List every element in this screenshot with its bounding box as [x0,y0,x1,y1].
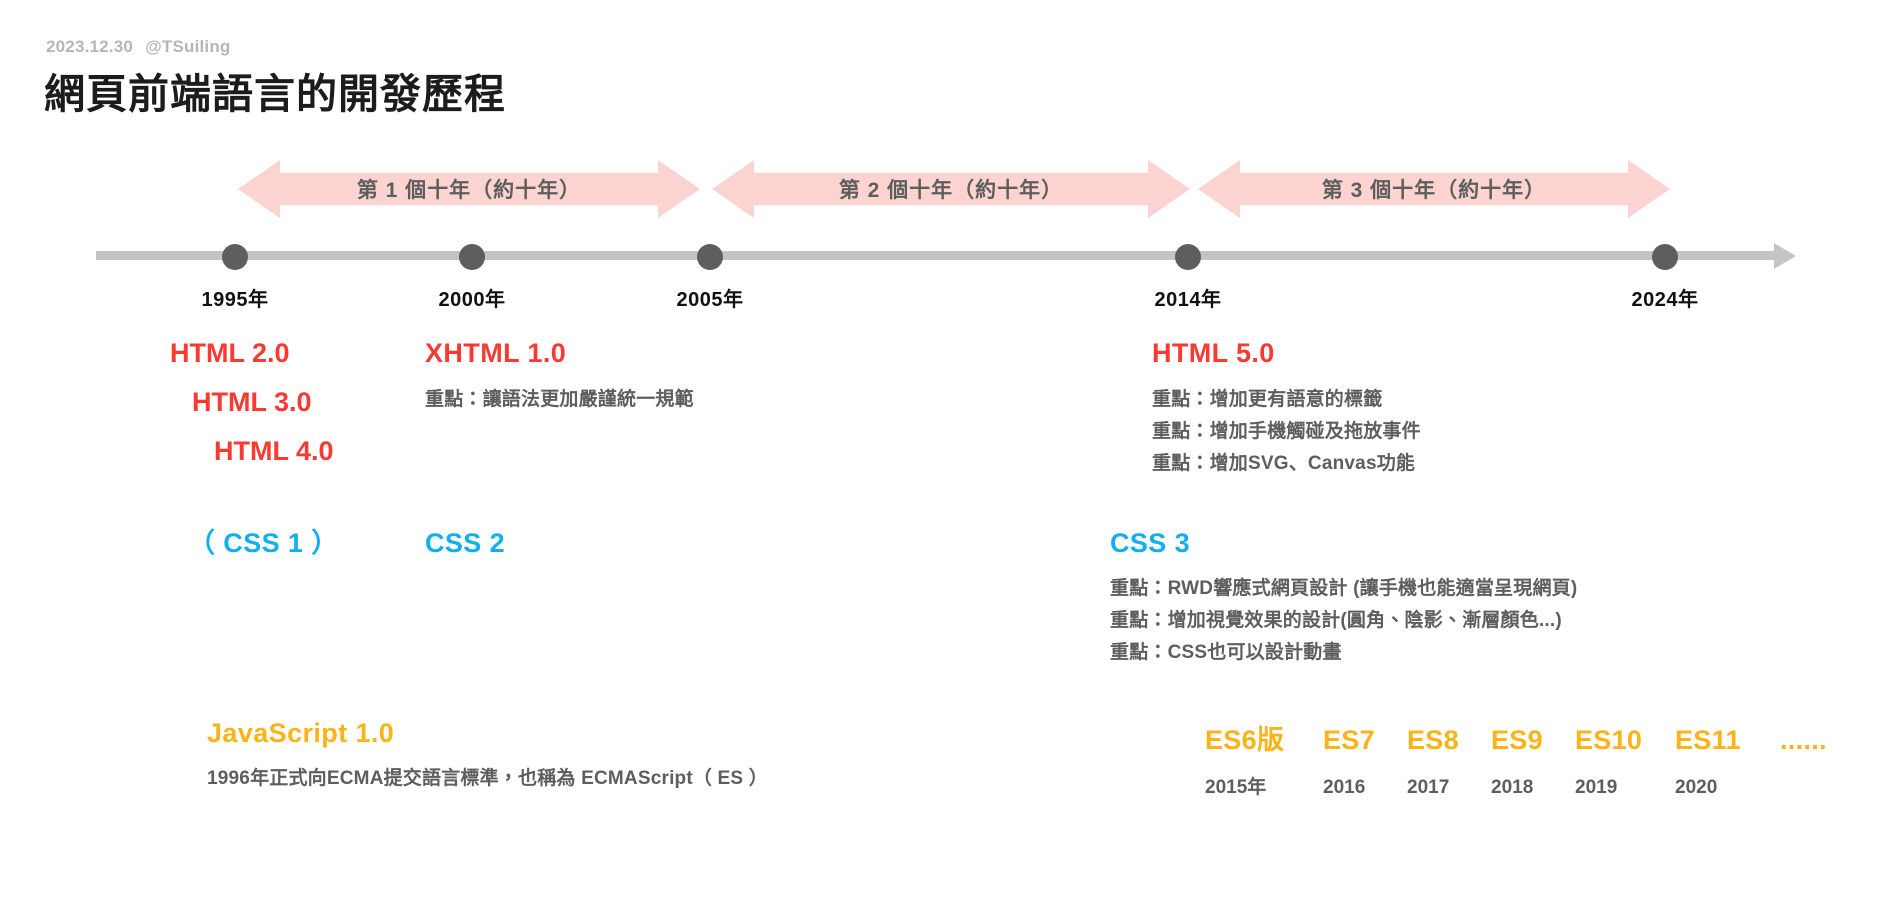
css1-block: （ CSS 1 ） [188,530,339,557]
timeline-node-2000 [459,244,485,270]
timeline-year-2014: 2014年 [1154,289,1222,311]
xhtml-note: 重點：讓語法更加嚴謹統一規範 [425,389,694,410]
css3-title: CSS 3 [1110,528,1191,558]
timeline-node-2005 [697,244,723,270]
timeline-node-2014 [1175,244,1201,270]
decade-label-2: 第 2 個十年（約十年） [838,179,1064,202]
es-version-10: ES10 [1575,725,1643,755]
es-version-ellipsis: ...... [1780,725,1827,755]
es-year-2019: 2019 [1575,777,1618,798]
es-year-2016: 2016 [1323,777,1366,798]
timeline-node-2024 [1652,244,1678,270]
publish-date: 2023.12.30 [46,37,134,56]
css3-block: CSS 3 重點：RWD響應式網頁設計 (讓手機也能適當呈現網頁) 重點：增加視… [1110,530,1577,669]
css2-title: CSS 2 [425,528,506,558]
page-title: 網頁前端語言的開發歷程 [44,71,506,117]
javascript-title: JavaScript 1.0 [207,718,395,748]
decade-label-1: 第 1 個十年（約十年） [356,179,582,202]
ecmascript-block: ES6版 ES7 ES8 ES9 ES10 ES11 ...... 2015年 … [1205,718,1827,799]
css3-note-2: 重點：增加視覺效果的設計(圓角、陰影、漸層顏色...) [1110,609,1562,631]
css2-block: CSS 2 [425,530,505,557]
html-version-2: HTML 2.0 [170,338,290,368]
es-version-8: ES8 [1407,725,1459,755]
axis-arrowhead-icon [1774,243,1796,269]
xhtml-block: XHTML 1.0 重點：讓語法更加嚴謹統一規範 [425,340,694,416]
javascript-block: JavaScript 1.0 1996年正式向ECMA提交語言標準，也稱為 EC… [207,720,768,795]
header-meta: 2023.12.30 @TSuiling [46,37,231,57]
es-version-6: ES6版 [1205,725,1285,755]
html-version-4: HTML 4.0 [214,436,334,466]
xhtml-title: XHTML 1.0 [425,338,567,368]
html5-note-1: 重點：增加更有語意的標籤 [1152,389,1383,410]
es-version-9: ES9 [1491,725,1543,755]
ecmascript-version-row: ES6版 ES7 ES8 ES9 ES10 ES11 ...... [1205,718,1827,757]
decade-band: 第 1 個十年（約十年） 第 2 個十年（約十年） 第 3 個十年（約十年） [0,160,1900,224]
html5-title: HTML 5.0 [1152,338,1275,368]
html5-note-3: 重點：增加SVG、Canvas功能 [1152,452,1416,474]
es-year-2020: 2020 [1675,777,1718,798]
css3-note-3: 重點：CSS也可以設計動畫 [1110,641,1342,663]
decade-label-3: 第 3 個十年（約十年） [1321,179,1547,202]
html-early-versions-block: HTML 2.0 HTML 3.0 HTML 4.0 [170,340,334,487]
html5-note-2: 重點：增加手機觸碰及拖放事件 [1152,420,1421,442]
timeline-axis [96,243,1796,269]
ecmascript-year-row: 2015年 2016 2017 2018 2019 2020 [1205,772,1827,799]
timeline-year-2005: 2005年 [676,289,744,311]
javascript-note: 1996年正式向ECMA提交語言標準，也稱為 ECMAScript（ ES ） [207,768,768,789]
axis-line [96,251,1778,260]
html-version-3: HTML 3.0 [192,387,312,417]
html5-block: HTML 5.0 重點：增加更有語意的標籤 重點：增加手機觸碰及拖放事件 重點：… [1152,340,1421,480]
es-year-2018: 2018 [1491,777,1534,798]
es-year-2015: 2015年 [1205,777,1267,798]
css1-title: （ CSS 1 ） [188,528,339,558]
es-year-2017: 2017 [1407,777,1450,798]
decade-arrow-3: 第 3 個十年（約十年） [1198,160,1670,218]
decade-arrow-1: 第 1 個十年（約十年） [238,160,700,218]
decade-arrow-2: 第 2 個十年（約十年） [712,160,1190,218]
timeline-year-2024: 2024年 [1631,289,1699,311]
author-handle: @TSuiling [145,37,231,56]
timeline-node-1995 [222,244,248,270]
es-version-11: ES11 [1675,725,1741,755]
timeline-year-2000: 2000年 [438,289,506,311]
css3-note-1: 重點：RWD響應式網頁設計 (讓手機也能適當呈現網頁) [1110,578,1578,599]
timeline-year-1995: 1995年 [201,289,269,311]
es-version-7: ES7 [1323,725,1375,755]
